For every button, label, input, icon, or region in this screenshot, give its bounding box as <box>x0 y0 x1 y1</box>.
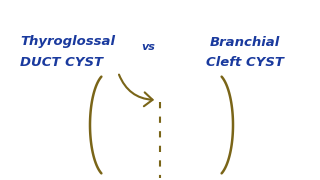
Text: Cleft CYST: Cleft CYST <box>206 55 284 69</box>
Text: DUCT CYST: DUCT CYST <box>20 55 103 69</box>
Text: Branchial: Branchial <box>210 35 280 48</box>
Text: Thyroglossal: Thyroglossal <box>20 35 116 48</box>
Text: vs: vs <box>141 42 155 52</box>
FancyArrowPatch shape <box>119 75 153 106</box>
